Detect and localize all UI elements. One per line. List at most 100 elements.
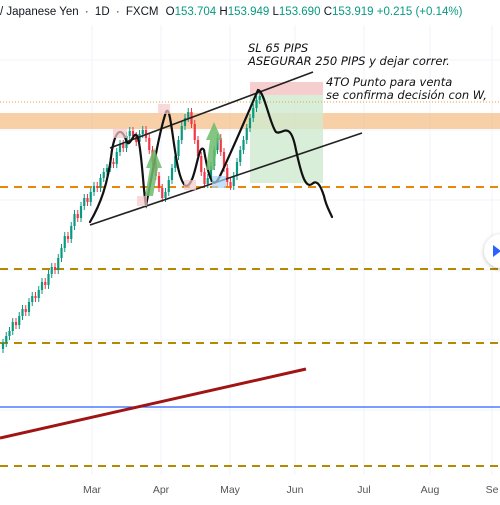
- candle-body: [66, 236, 70, 239]
- candle-body: [200, 156, 203, 172]
- candle-body: [216, 138, 219, 150]
- candle-body: [83, 198, 86, 206]
- candle-body: [229, 182, 232, 186]
- annotation-sell-line1: 4TO Punto para venta: [326, 75, 453, 89]
- channel-upper-line: [109, 71, 314, 149]
- candle-body: [122, 144, 125, 148]
- candle-body: [96, 186, 99, 188]
- candle-body: [47, 274, 50, 285]
- candle-body: [34, 296, 37, 298]
- w-pattern-path: [88, 88, 334, 224]
- open-label: O: [165, 6, 175, 18]
- high-label: H: [219, 6, 228, 18]
- candle-body: [8, 331, 11, 336]
- arrow-right-icon: [493, 245, 500, 257]
- x-tick-label: May: [220, 484, 240, 496]
- x-tick-label: Mar: [82, 484, 102, 496]
- highlight-box: [212, 176, 226, 188]
- candle-body: [102, 172, 105, 178]
- candle-body: [27, 302, 31, 312]
- candle-body: [79, 206, 83, 218]
- long-term-trendline: [0, 367, 307, 440]
- candle-body: [24, 309, 27, 312]
- highlight-box: [137, 196, 147, 206]
- candle-body: [5, 336, 8, 343]
- candle-body: [196, 140, 200, 156]
- candle-body: [206, 178, 209, 184]
- highlight-box: [113, 128, 127, 138]
- x-tick-label: Se: [485, 484, 499, 496]
- candle-body: [252, 108, 255, 118]
- candle-body: [193, 124, 196, 140]
- x-tick-label: Aug: [420, 484, 440, 496]
- candle-body: [187, 112, 190, 118]
- candle-body: [63, 236, 66, 248]
- candle-body: [203, 172, 206, 184]
- candle-body: [258, 96, 261, 100]
- candle-body: [31, 296, 34, 302]
- candle-body: [73, 214, 76, 226]
- candle-body: [57, 258, 60, 270]
- annotation-sl: SL 65 PIPS ASEGURAR 250 PIPS y dejar cor…: [248, 42, 450, 68]
- candle-body: [167, 180, 170, 192]
- candle-body: [115, 152, 118, 164]
- candle-body: [242, 140, 245, 150]
- chart-header: / Japanese Yen · 1D · FXCM O153.704 H153…: [0, 6, 463, 18]
- highlight-box: [184, 180, 196, 190]
- candle-body: [1, 343, 5, 349]
- candle-body: [128, 131, 131, 136]
- candle-body: [232, 176, 235, 186]
- annotation-sell-line2: se confirma decisión con W,: [326, 88, 487, 102]
- candle-body: [131, 131, 135, 136]
- candle-body: [222, 152, 226, 168]
- candle-body: [99, 178, 102, 188]
- up-arrow: [145, 148, 162, 196]
- candle-body: [226, 168, 229, 182]
- candle-body: [164, 192, 167, 198]
- candle-body: [37, 290, 40, 298]
- candle-body: [118, 144, 122, 152]
- candle-body: [105, 168, 109, 172]
- source-label: FXCM: [125, 6, 159, 18]
- candle-body: [70, 226, 73, 239]
- symbol-label[interactable]: / Japanese Yen: [0, 6, 79, 18]
- x-tick-label: Apr: [152, 484, 170, 496]
- stop-zone: [250, 82, 323, 95]
- candle-body: [11, 322, 14, 331]
- candle-body: [174, 156, 177, 168]
- candle-body: [157, 176, 161, 188]
- candle-body: [86, 198, 89, 202]
- change-value: +0.215 (+0.14%): [376, 6, 463, 18]
- candle-body: [76, 214, 79, 218]
- x-tick-label: Jul: [357, 484, 371, 496]
- candle-body: [255, 100, 258, 108]
- candle-body: [183, 118, 187, 126]
- candle-body: [60, 248, 63, 258]
- candle-body: [161, 188, 164, 198]
- candle-body: [14, 322, 18, 325]
- highlight-box: [158, 104, 170, 114]
- low-label: L: [272, 6, 279, 18]
- candle-body: [40, 282, 44, 290]
- candle-body: [219, 138, 222, 152]
- open-value: 153.704: [174, 6, 217, 18]
- candle-body: [138, 134, 141, 142]
- candle-body: [235, 162, 239, 176]
- target-zone: [250, 95, 323, 183]
- candle-body: [239, 150, 242, 162]
- candle-body: [141, 130, 144, 134]
- interval-label[interactable]: 1D: [94, 6, 110, 18]
- candle-body: [89, 192, 92, 202]
- candle-body: [112, 162, 115, 164]
- candle-body: [44, 282, 47, 285]
- candle-body: [148, 138, 151, 150]
- close-label: C: [323, 6, 332, 18]
- candle-body: [18, 316, 21, 325]
- up-arrow: [206, 122, 222, 170]
- annotation-sl-line2: ASEGURAR 250 PIPS y dejar correr.: [248, 54, 450, 68]
- scroll-to-realtime-button[interactable]: [484, 234, 500, 268]
- candle-body: [177, 140, 180, 156]
- x-tick-label: Jun: [286, 484, 304, 496]
